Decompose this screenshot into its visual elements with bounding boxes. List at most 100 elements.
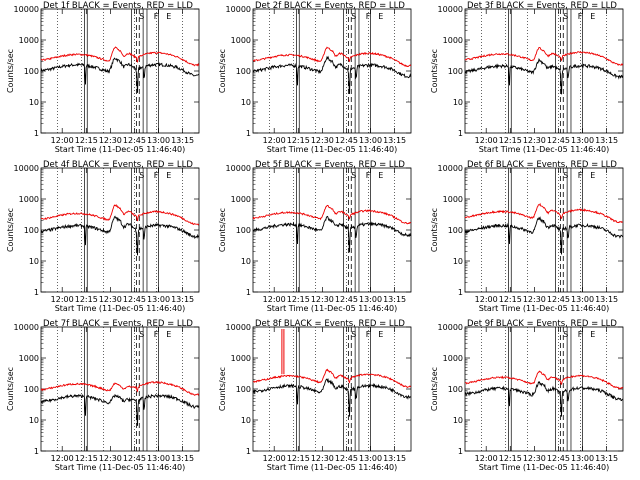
panel-5-ytick-label: 1000 [231, 195, 251, 204]
panel-8-xtick-label: 12:15 [287, 454, 310, 463]
panel-4-xtick-label: 12:30 [99, 295, 122, 304]
panel-8-ytick-label: 10 [241, 416, 251, 425]
panel-3-xtick-label: 12:00 [475, 136, 498, 145]
panel-1-ytick-label: 1 [34, 129, 39, 138]
panel-2-attenuator-letter: S [351, 12, 356, 21]
panel-4-ytick-label: 1000 [19, 195, 39, 204]
panel-3-xtick-label: 13:00 [571, 136, 594, 145]
panel-6-xtick-label: 12:15 [499, 295, 522, 304]
panel-3-xtick-label: 12:45 [547, 136, 570, 145]
panel-2-ytick-label: 10 [241, 98, 251, 107]
panel-7-xtick-label: 12:45 [123, 454, 146, 463]
panel-6-xtick-label: 12:45 [547, 295, 570, 304]
panel-1-series-lld [40, 46, 200, 67]
panel-4-attenuator-letter: F [154, 171, 159, 180]
panel-9-ytick-label: 1 [458, 447, 463, 456]
panel-9-attenuator-letter: F [578, 330, 583, 339]
panel-6-ytick-label: 100 [448, 226, 463, 235]
panel-7-series-events [40, 393, 200, 426]
panel-1-xtick-label: 13:15 [171, 136, 194, 145]
panel-7-xtick-label: 13:00 [147, 454, 170, 463]
panel-9-xtick-label: 12:30 [523, 454, 546, 463]
panel-6-attenuator-letter: S [563, 171, 568, 180]
panel-5-attenuator-letter: E [378, 171, 383, 180]
panel-2-xtick-label: 12:00 [263, 136, 286, 145]
panel-1-attenuator-letter: E [166, 12, 171, 21]
panel-7-attenuator-letter: E [166, 330, 171, 339]
panel-4-xlabel: Start Time (11-Dec-05 11:46:40) [55, 304, 186, 313]
panel-3-attenuator-letter: S [563, 12, 568, 21]
panel-8-xtick-label: 12:30 [311, 454, 334, 463]
panel-7-ytick-label: 100 [24, 385, 39, 394]
panel-6-attenuator-letter: E [590, 171, 595, 180]
panel-4-xtick-label: 13:15 [171, 295, 194, 304]
panel-2-ytick-label: 100 [236, 67, 251, 76]
panel-9-attenuator-letter: S [563, 330, 568, 339]
panel-5-ytick-label: 100 [236, 226, 251, 235]
panel-2-xlabel: Start Time (11-Dec-05 11:46:40) [267, 145, 398, 154]
panel-6-attenuator-letter: F [578, 171, 583, 180]
panel-1-series-events [40, 57, 200, 93]
panel-9-xtick-label: 12:15 [499, 454, 522, 463]
panel-9-series-events [464, 381, 624, 417]
panel-2-frame [252, 8, 412, 134]
panel-2-xtick-label: 12:45 [335, 136, 358, 145]
panel-5-ytick-label: 10000 [226, 164, 251, 173]
panel-5-ytick-label: 1 [246, 288, 251, 297]
panel-6-xtick-label: 13:15 [595, 295, 618, 304]
panel-4-series-lld [41, 203, 200, 226]
panel-2-xtick-label: 12:15 [287, 136, 310, 145]
panel-7-title: Det 7f BLACK = Events, RED = LLD [43, 319, 193, 329]
panel-1-ytick-label: 10 [29, 98, 39, 107]
panel-8-ytick-label: 1 [246, 447, 251, 456]
panel-6-xtick-label: 13:00 [571, 295, 594, 304]
panel-3-ytick-label: 100 [448, 67, 463, 76]
panel-8-ytick-label: 100 [236, 385, 251, 394]
panel-4-title: Det 4f BLACK = Events, RED = LLD [43, 160, 193, 170]
panel-3-ylabel: Counts/sec [430, 49, 439, 93]
panel-9-xtick-label: 12:45 [547, 454, 570, 463]
panel-4-frame [40, 167, 200, 293]
panel-7-ytick-label: 10 [29, 416, 39, 425]
panel-3-xtick-label: 12:30 [523, 136, 546, 145]
panel-4-attenuator-letter: E [166, 171, 171, 180]
panel-4-ylabel: Counts/sec [6, 208, 15, 252]
panel-9-ytick-label: 1000 [443, 354, 463, 363]
panel-6-xtick-label: 12:00 [475, 295, 498, 304]
panel-1-attenuator-letter: F [154, 12, 159, 21]
panel-6-ytick-label: 1000 [443, 195, 463, 204]
panel-9-ytick-label: 10 [453, 416, 463, 425]
panel-1-ytick-label: 10000 [14, 5, 39, 14]
panel-2-attenuator-letter: F [366, 12, 371, 21]
panel-2-ylabel: Counts/sec [218, 49, 227, 93]
panel-4-ytick-label: 100 [24, 226, 39, 235]
panel-5-xtick-label: 12:30 [311, 295, 334, 304]
panel-8-ytick-label: 10000 [226, 323, 251, 332]
panel-8-xtick-label: 13:15 [383, 454, 406, 463]
panel-1-frame [40, 8, 200, 134]
panel-7-xtick-label: 12:30 [99, 454, 122, 463]
panel-3-attenuator-letter: E [590, 12, 595, 21]
panel-5-frame [252, 167, 412, 293]
panel-7-xtick-label: 12:00 [51, 454, 74, 463]
panel-2-xtick-label: 13:00 [359, 136, 382, 145]
panel-6-frame [464, 167, 624, 293]
panel-8-ylabel: Counts/sec [218, 367, 227, 411]
panel-5-xtick-label: 13:00 [359, 295, 382, 304]
panel-8-attenuator-letter: F [366, 330, 371, 339]
panel-8-xtick-label: 12:00 [263, 454, 286, 463]
panel-4-ytick-label: 1 [34, 288, 39, 297]
panel-8-ytick-label: 1000 [231, 354, 251, 363]
panel-8-attenuator-letter: S [351, 330, 356, 339]
panel-2-ytick-label: 1 [246, 129, 251, 138]
panel-1-ylabel: Counts/sec [6, 49, 15, 93]
panel-6-xtick-label: 12:30 [523, 295, 546, 304]
panel-1-attenuator-letter: S [139, 12, 144, 21]
panel-9-xtick-label: 12:00 [475, 454, 498, 463]
panel-3-ytick-label: 10 [453, 98, 463, 107]
panel-3-series-events [464, 58, 624, 95]
panel-7-ytick-label: 1000 [19, 354, 39, 363]
panel-6-xlabel: Start Time (11-Dec-05 11:46:40) [479, 304, 610, 313]
panel-8-xtick-label: 12:45 [335, 454, 358, 463]
